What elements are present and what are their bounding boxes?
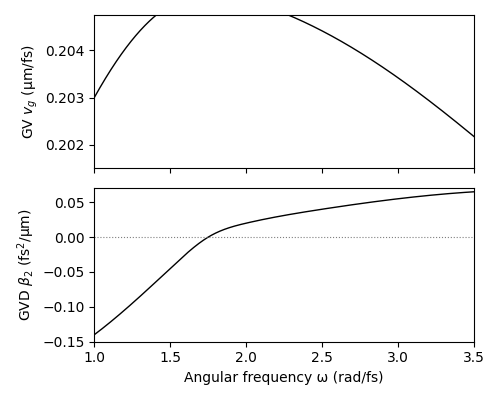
Y-axis label: GVD $\beta_2$ (fs$^2$/μm): GVD $\beta_2$ (fs$^2$/μm) xyxy=(15,209,36,321)
X-axis label: Angular frequency ω (rad/fs): Angular frequency ω (rad/fs) xyxy=(184,371,384,385)
Y-axis label: GV $v_g$ (μm/fs): GV $v_g$ (μm/fs) xyxy=(20,44,40,139)
